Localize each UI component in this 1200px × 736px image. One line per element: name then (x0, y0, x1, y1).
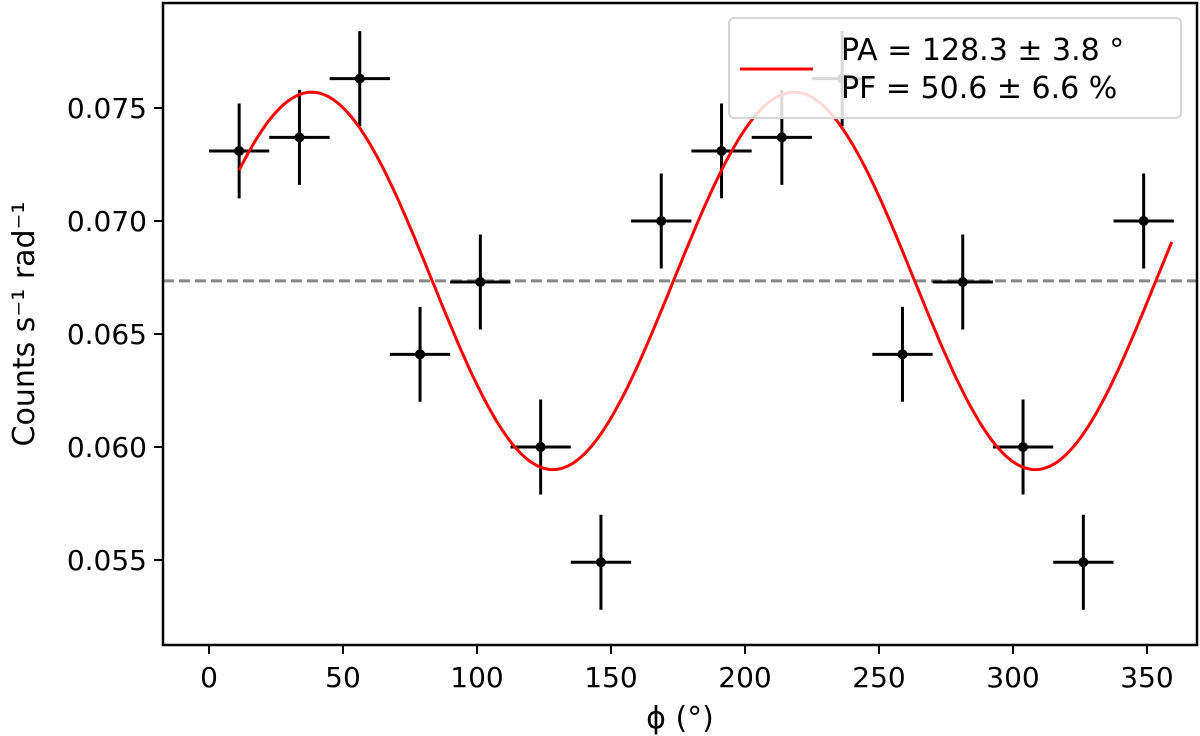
y-tick-label: 0.055 (67, 544, 147, 577)
x-tick-label: 0 (200, 661, 218, 694)
data-point (510, 399, 571, 495)
marker (475, 277, 486, 288)
y-tick-label: 0.065 (67, 318, 147, 351)
x-tick-label: 50 (325, 661, 361, 694)
legend-label: PF = 50.6 ± 6.6 % (841, 71, 1117, 106)
marker (294, 132, 305, 143)
marker (897, 349, 908, 360)
legend: PA = 128.3 ± 3.8 °PF = 50.6 ± 6.6 % (728, 17, 1182, 119)
marker (1138, 216, 1149, 226)
y-tick-label: 0.060 (67, 431, 147, 464)
data-point (932, 234, 993, 330)
data-point (1053, 514, 1114, 610)
x-tick-label: 250 (852, 661, 905, 694)
x-tick-label: 300 (986, 661, 1039, 694)
marker (1018, 442, 1029, 452)
marker (776, 132, 787, 143)
legend-box (728, 17, 1182, 119)
data-point (209, 103, 270, 199)
data-point (691, 103, 752, 199)
x-tick-label: 200 (718, 661, 771, 694)
data-point (631, 173, 692, 269)
data-point (872, 306, 933, 402)
data-point (570, 514, 632, 610)
marker (595, 557, 606, 568)
marker (535, 442, 546, 452)
x-axis-label: ϕ (°) (646, 701, 714, 736)
data-point (329, 31, 390, 127)
data-point (389, 306, 451, 402)
x-tick-label: 350 (1120, 661, 1173, 694)
legend-label: PA = 128.3 ± 3.8 ° (841, 33, 1124, 68)
x-tick-label: 150 (584, 661, 637, 694)
y-axis-label: Counts s⁻¹ rad⁻¹ (7, 202, 42, 447)
marker (957, 277, 968, 288)
marker (716, 145, 727, 156)
x-tick-label: 100 (450, 661, 503, 694)
marker (656, 216, 667, 226)
marker (1078, 557, 1089, 568)
y-tick-label: 0.075 (67, 92, 147, 125)
marker (354, 73, 365, 84)
plot-frame (161, 1, 1199, 647)
y-tick-label: 0.070 (67, 205, 147, 238)
data-point (992, 399, 1054, 495)
data-point (450, 234, 511, 330)
marker (415, 349, 426, 360)
marker (234, 145, 245, 156)
data-point (1113, 173, 1174, 269)
fit-curve (237, 90, 1174, 472)
data-point (269, 89, 330, 185)
